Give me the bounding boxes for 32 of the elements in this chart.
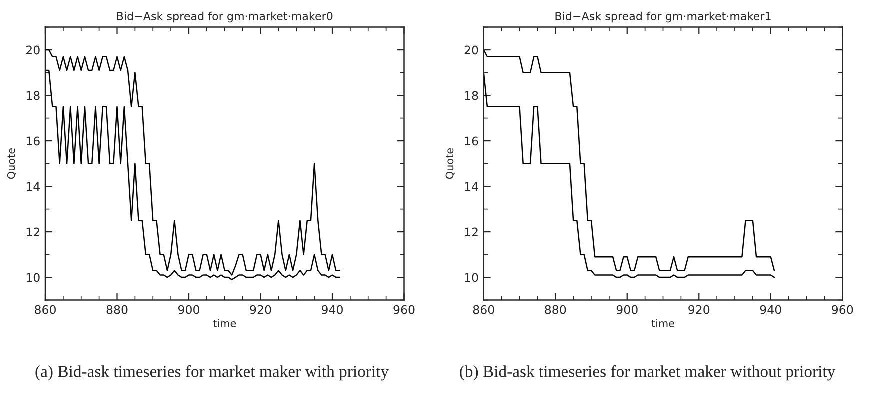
x-tick-label: 960 — [832, 305, 854, 314]
x-tick-label: 920 — [250, 305, 272, 314]
x-tick-label: 940 — [322, 305, 343, 314]
text: (b) Bid-ask timeseries for market maker without priority — [460, 365, 836, 381]
y-tick-label: 12 — [26, 228, 40, 237]
x-tick-label: 920 — [688, 305, 710, 314]
x-axis-title: time — [213, 319, 236, 328]
y-tick-label: 10 — [26, 273, 40, 282]
y-tick-label: 16 — [465, 136, 478, 146]
y-tick-label: 12 — [465, 228, 478, 237]
y-tick-label: 18 — [465, 91, 478, 100]
x-tick-label: 860 — [473, 305, 494, 314]
text: (a) Bid-ask timeseries for market maker with priority — [36, 365, 389, 381]
x-tick-label: 860 — [35, 305, 56, 314]
chart-title: Bid−Ask spread for gm·market·maker0 — [117, 12, 333, 23]
x-tick-label: 960 — [394, 305, 415, 314]
x-tick-label: 900 — [178, 305, 200, 314]
y-axis-title: Quote — [446, 148, 455, 180]
x-tick-label: 880 — [545, 305, 566, 314]
y-tick-label: 20 — [26, 46, 40, 55]
y-tick-label: 14 — [26, 182, 40, 192]
chart-title: Bid−Ask spread for gm·market·maker1 — [556, 12, 771, 23]
x-tick-label: 940 — [760, 305, 782, 314]
y-tick-label: 14 — [465, 182, 478, 192]
y-tick-label: 10 — [465, 273, 478, 282]
y-tick-label: 18 — [26, 91, 40, 100]
x-tick-label: 880 — [106, 305, 128, 314]
y-axis-title: Quote — [7, 148, 16, 180]
x-tick-label: 900 — [616, 305, 638, 314]
y-tick-label: 20 — [464, 46, 478, 55]
y-tick-label: 16 — [26, 136, 40, 146]
x-axis-title: time — [652, 319, 674, 328]
